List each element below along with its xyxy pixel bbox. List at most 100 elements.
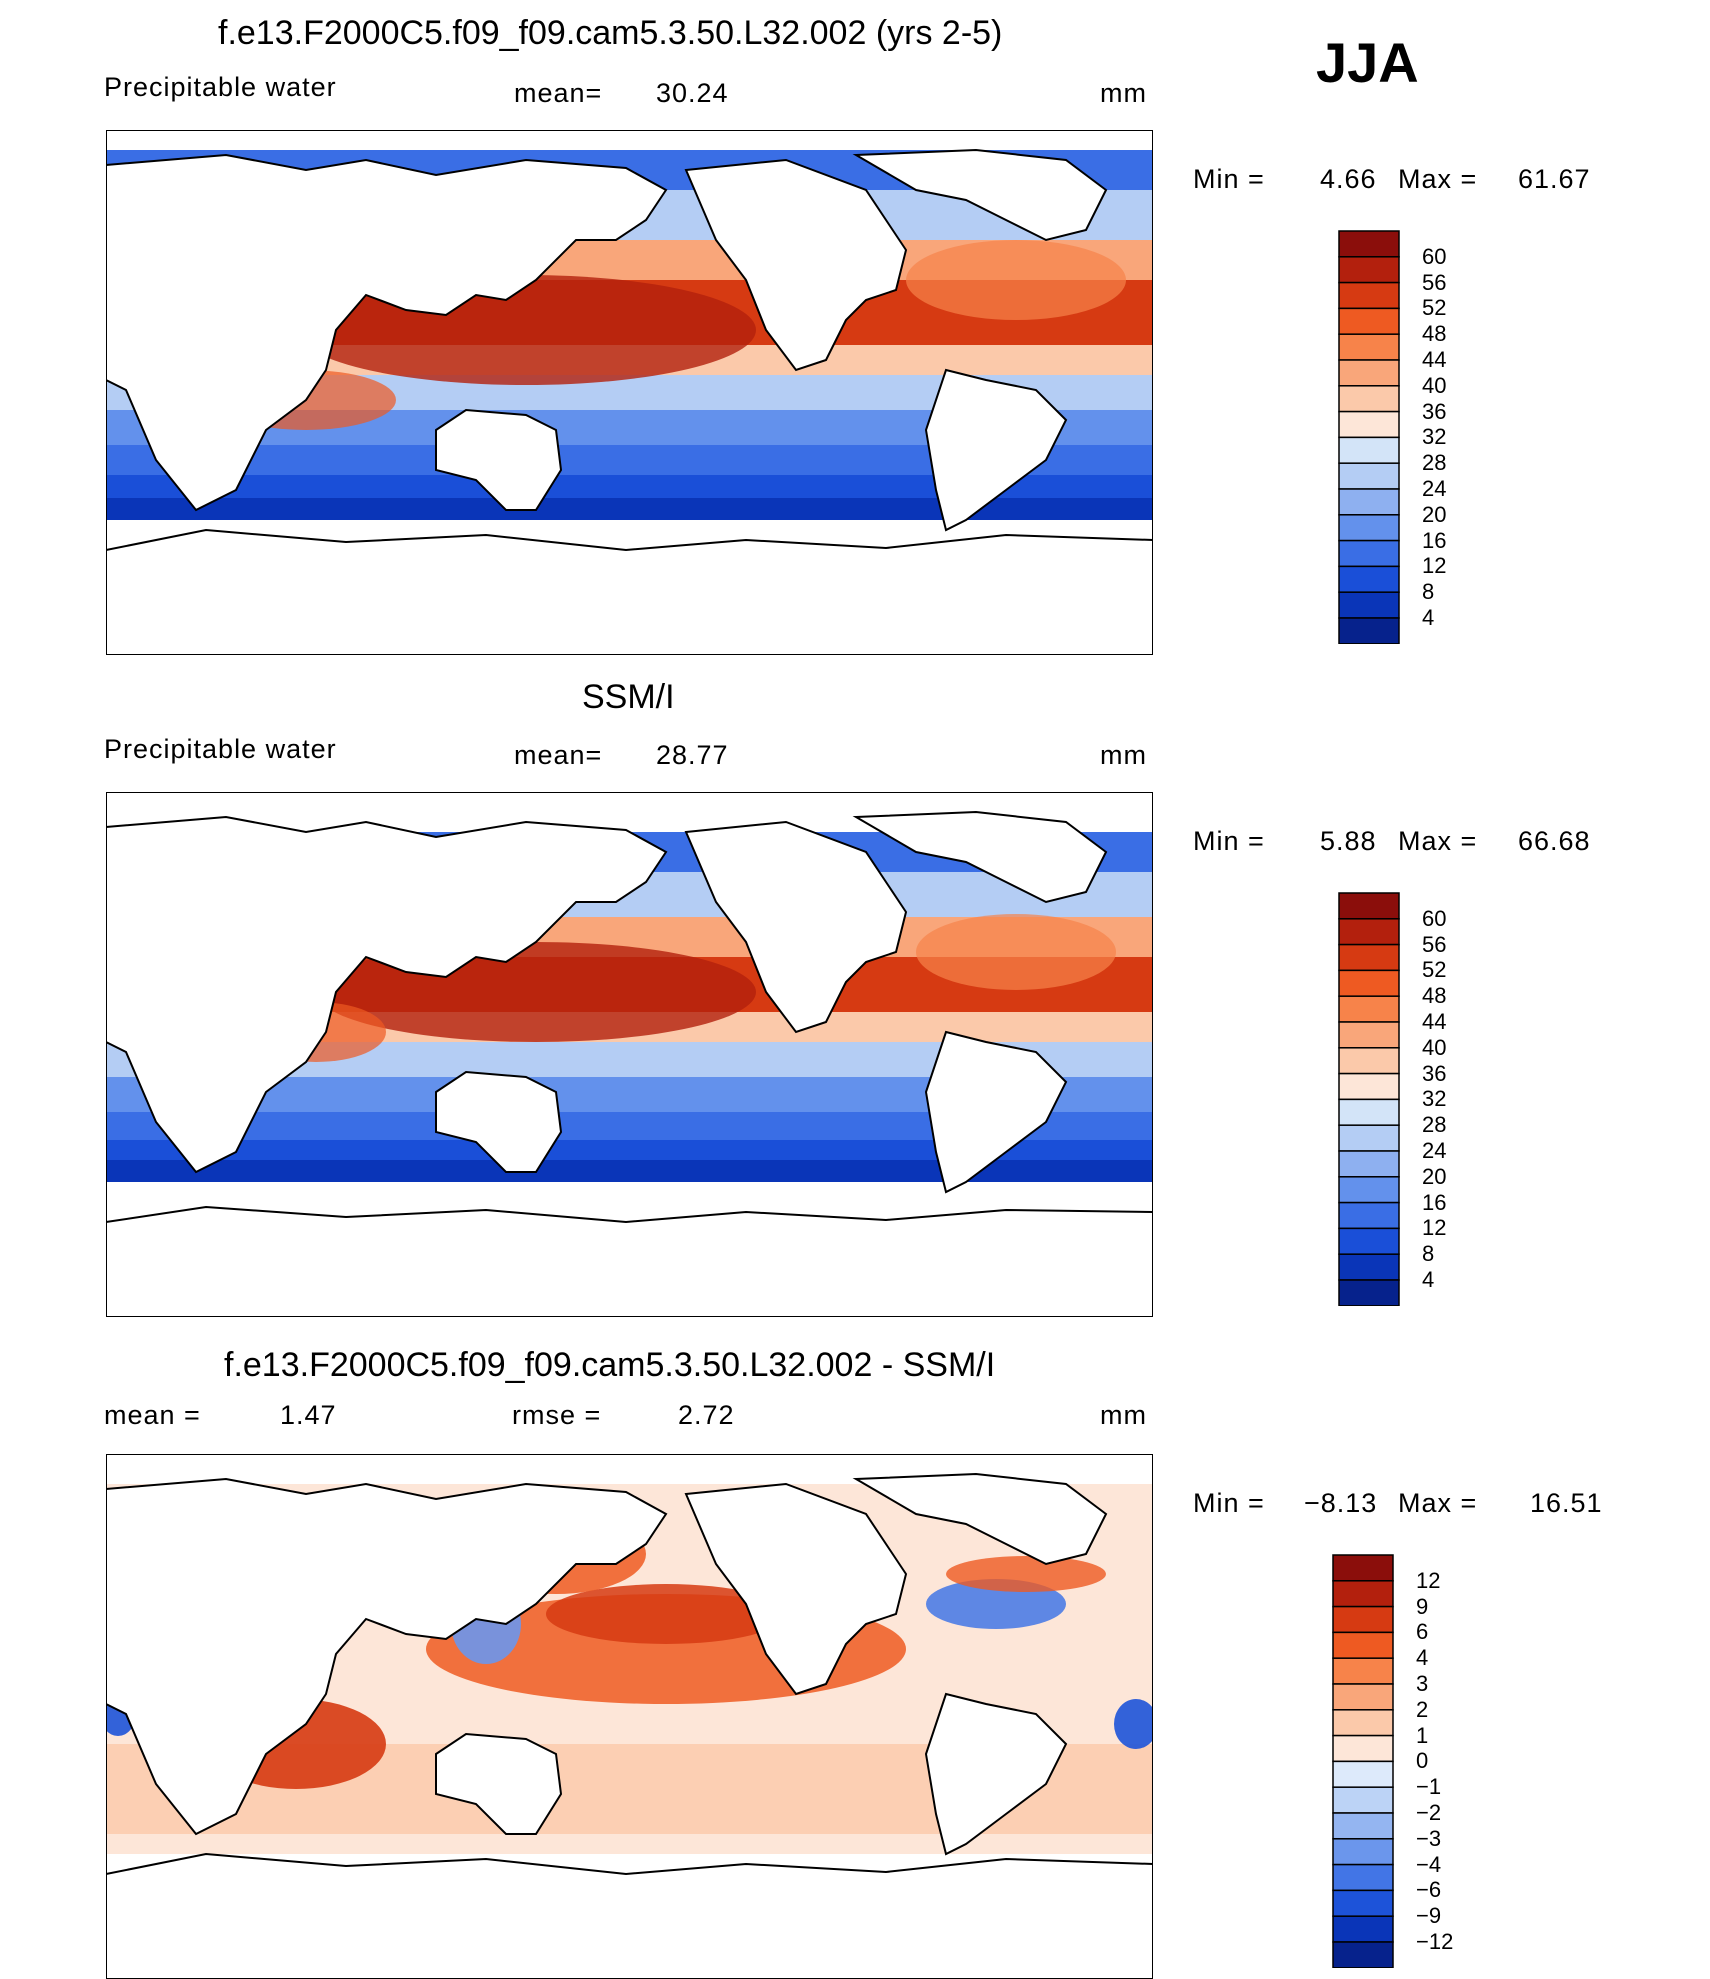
panel-2-colorbar-swatch bbox=[1338, 943, 1400, 972]
panel-2-colorbar-swatch bbox=[1338, 1150, 1400, 1178]
panel-2-title: SSM/I bbox=[582, 678, 675, 716]
panel-3-mean-label: mean = bbox=[104, 1400, 201, 1430]
panel-3-max-value: 16.51 bbox=[1530, 1488, 1603, 1518]
panel-2-units: mm bbox=[1100, 740, 1147, 770]
panel-1-colorbar-label: 48 bbox=[1422, 321, 1447, 347]
panel-1-colorbar-label: 12 bbox=[1422, 553, 1447, 579]
panel-3-colorbar-swatch bbox=[1332, 1709, 1394, 1737]
panel-2-colorbar-swatch bbox=[1338, 1201, 1400, 1230]
panel-2-colorbar-label: 40 bbox=[1422, 1034, 1447, 1060]
panel-2-colorbar-swatch bbox=[1338, 1021, 1400, 1049]
panel-3-min-label: Min = bbox=[1193, 1488, 1265, 1518]
panel-2-colorbar-label: 16 bbox=[1422, 1189, 1447, 1215]
panel-1-colorbar-swatch bbox=[1338, 307, 1400, 335]
panel-1-colorbar-label: 36 bbox=[1422, 398, 1447, 424]
panel-1-title: f.e13.F2000C5.f09_f09.cam5.3.50.L32.002 … bbox=[218, 14, 1003, 52]
panel-1-colorbar-label: 20 bbox=[1422, 501, 1447, 527]
panel-2-colorbar-swatch bbox=[1338, 918, 1400, 946]
panel-1-colorbar-label: 44 bbox=[1422, 347, 1447, 372]
panel-1-coastlines bbox=[106, 148, 1153, 655]
panel-2-colorbar-label: 20 bbox=[1422, 1163, 1447, 1189]
panel-3-colorbar-swatches bbox=[1332, 1554, 1394, 1968]
panel-3-colorbar-label: −4 bbox=[1416, 1851, 1442, 1877]
panel-1-colorbar-swatch bbox=[1338, 281, 1400, 310]
panel-2-colorbar-swatch bbox=[1338, 1253, 1400, 1281]
panel-3-colorbar-label: −6 bbox=[1416, 1877, 1442, 1903]
panel-2-colorbar-label: 60 bbox=[1422, 905, 1447, 931]
panel-2-min-value: 5.88 bbox=[1320, 826, 1377, 856]
panel-1-colorbar-swatch bbox=[1338, 462, 1400, 490]
panel-3-colorbar-label: −2 bbox=[1416, 1800, 1442, 1825]
panel-3-colorbar-swatch bbox=[1332, 1838, 1394, 1866]
panel-3-coastlines bbox=[106, 1472, 1153, 1979]
panel-2-colorbar-label: 52 bbox=[1422, 957, 1447, 983]
panel-2-colorbar bbox=[1338, 892, 1400, 1306]
panel-3-rmse-value: 2.72 bbox=[678, 1400, 735, 1430]
panel-1-colorbar-swatch bbox=[1338, 617, 1400, 644]
panel-3-colorbar-label: 0 bbox=[1416, 1748, 1429, 1774]
panel-2-colorbar-swatch bbox=[1338, 1124, 1400, 1152]
panel-1-min-value: 4.66 bbox=[1320, 164, 1377, 194]
panel-2-colorbar-label: 36 bbox=[1422, 1060, 1447, 1086]
panel-1-mean-value: 30.24 bbox=[656, 78, 729, 108]
panel-1-colorbar-swatch bbox=[1338, 565, 1400, 593]
panel-1-colorbar bbox=[1338, 230, 1400, 644]
panel-3-min-value: −8.13 bbox=[1304, 1488, 1378, 1518]
panel-1-colorbar-swatch bbox=[1338, 333, 1400, 361]
panel-3-colorbar-swatch bbox=[1332, 1812, 1394, 1840]
panel-3-max-label: Max = bbox=[1398, 1488, 1478, 1518]
panel-2-colorbar-swatch bbox=[1338, 1047, 1400, 1075]
panel-3-colorbar bbox=[1332, 1554, 1394, 1968]
panel-1-colorbar-swatch bbox=[1338, 488, 1400, 516]
panel-1-colorbar-label: 56 bbox=[1422, 269, 1447, 295]
panel-2-colorbar-swatch bbox=[1338, 892, 1400, 920]
panel-3-colorbar-label: −1 bbox=[1416, 1774, 1442, 1800]
panel-3-colorbar-label: −9 bbox=[1416, 1903, 1442, 1929]
panel-3-colorbar-label: 2 bbox=[1416, 1696, 1429, 1722]
panel-1-colorbar-label: 60 bbox=[1422, 243, 1447, 269]
panel-2-colorbar-label: 24 bbox=[1422, 1138, 1447, 1163]
panel-2-colorbar-swatch bbox=[1338, 1279, 1400, 1306]
season-label: JJA bbox=[1316, 31, 1419, 94]
panel-1-mean-label: mean= bbox=[514, 78, 603, 108]
panel-3-colorbar-swatch bbox=[1332, 1786, 1394, 1814]
panel-2-colorbar-swatch bbox=[1338, 1176, 1400, 1204]
panel-1-max-label: Max = bbox=[1398, 164, 1478, 194]
panel-3-colorbar-swatch bbox=[1332, 1760, 1394, 1788]
panel-3-colorbar-swatch bbox=[1332, 1915, 1394, 1943]
panel-2-colorbar-swatch bbox=[1338, 1227, 1400, 1255]
panel-3-colorbar-label: −3 bbox=[1416, 1825, 1442, 1851]
panel-1-colorbar-label: 40 bbox=[1422, 372, 1447, 398]
panel-2-min-label: Min = bbox=[1193, 826, 1265, 856]
panel-2-colorbar-label: 32 bbox=[1422, 1086, 1447, 1112]
panel-3-title: f.e13.F2000C5.f09_f09.cam5.3.50.L32.002 … bbox=[224, 1346, 996, 1384]
panel-3-colorbar-swatch bbox=[1332, 1605, 1394, 1634]
panel-3-colorbar-label: 1 bbox=[1416, 1722, 1429, 1748]
panel-1-map bbox=[106, 130, 1153, 655]
panel-1-colorbar-swatch bbox=[1338, 359, 1400, 387]
panel-1-colorbar-swatch bbox=[1338, 591, 1400, 619]
panel-2-colorbar-swatches bbox=[1338, 892, 1400, 1306]
panel-1-colorbar-swatch bbox=[1338, 385, 1400, 413]
panel-1-colorbar-label: 52 bbox=[1422, 295, 1447, 321]
panel-2-colorbar-swatch bbox=[1338, 1098, 1400, 1126]
panel-3-colorbar-swatch bbox=[1332, 1683, 1394, 1711]
panel-3-colorbar-label: 4 bbox=[1416, 1645, 1429, 1671]
panel-1-colorbar-label: 24 bbox=[1422, 476, 1447, 501]
panel-3-colorbar-swatch bbox=[1332, 1580, 1394, 1608]
panel-2-colorbar-label: 8 bbox=[1422, 1241, 1435, 1267]
panel-1-colorbar-label: 28 bbox=[1422, 450, 1447, 476]
panel-3-colorbar-label: 9 bbox=[1416, 1593, 1429, 1619]
panel-2-max-label: Max = bbox=[1398, 826, 1478, 856]
panel-1-colorbar-swatch bbox=[1338, 256, 1400, 284]
panel-1-colorbar-swatches bbox=[1338, 230, 1400, 644]
panel-3-colorbar-swatch bbox=[1332, 1631, 1394, 1659]
panel-2-colorbar-label: 28 bbox=[1422, 1112, 1447, 1138]
panel-2-colorbar-label: 56 bbox=[1422, 931, 1447, 957]
panel-3-colorbar-swatch bbox=[1332, 1734, 1394, 1763]
panel-2-coastlines bbox=[106, 810, 1153, 1317]
panel-3-colorbar-label: 6 bbox=[1416, 1619, 1429, 1645]
panel-1-colorbar-swatch bbox=[1338, 436, 1400, 464]
panel-3-rmse-label: rmse = bbox=[512, 1400, 602, 1430]
panel-1-units: mm bbox=[1100, 78, 1147, 108]
